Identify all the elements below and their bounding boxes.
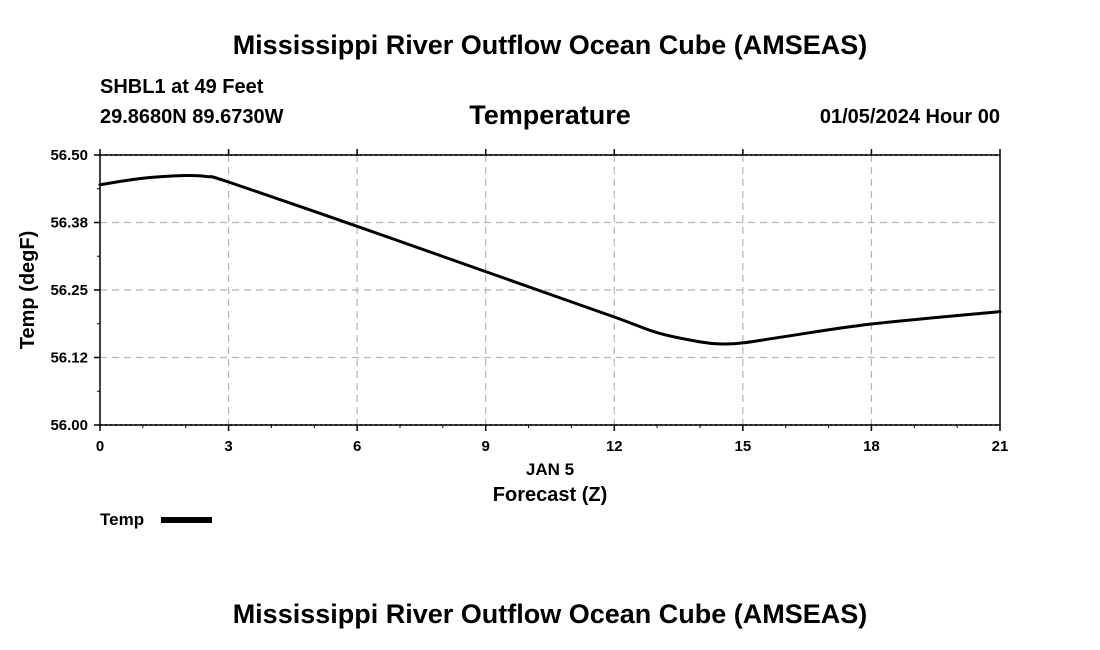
x-tick-label: 9 bbox=[482, 438, 490, 455]
legend-label: Temp bbox=[100, 510, 144, 529]
ticks-layer bbox=[94, 149, 1001, 431]
y-tick-label: 56.50 bbox=[50, 147, 88, 164]
footer-title: Mississippi River Outflow Ocean Cube (AM… bbox=[232, 599, 868, 629]
y-tick-label: 56.38 bbox=[50, 215, 88, 232]
grid-layer bbox=[100, 154, 1000, 426]
station-coordinates: 29.8680N 89.6730W bbox=[100, 106, 284, 128]
x-tick-label: 0 bbox=[96, 438, 104, 455]
x-tick-label: 6 bbox=[353, 438, 361, 455]
y-axis-label: Temp (degF) bbox=[17, 231, 39, 350]
variable-title: Temperature bbox=[469, 100, 631, 130]
y-tick-label: 56.00 bbox=[50, 417, 88, 434]
station-label: SHBL1 at 49 Feet bbox=[100, 76, 264, 98]
x-tick-label: 3 bbox=[224, 438, 232, 455]
chart-title: Mississippi River Outflow Ocean Cube (AM… bbox=[232, 30, 868, 60]
y-tick-label: 56.25 bbox=[50, 282, 88, 299]
x-axis-label: Forecast (Z) bbox=[493, 484, 607, 506]
x-axis-date-label: JAN 5 bbox=[526, 460, 574, 479]
labels-layer: 0 3 6 9 12 15 18 21 56.00 56.12 56.25 56.38 56.50 bbox=[50, 147, 1008, 455]
x-tick-label: 12 bbox=[606, 438, 623, 455]
x-tick-label: 15 bbox=[735, 438, 752, 455]
x-tick-label: 21 bbox=[992, 438, 1009, 455]
temp-series-line bbox=[98, 173, 1002, 346]
x-tick-label: 18 bbox=[863, 438, 880, 455]
forecast-datetime: 01/05/2024 Hour 00 bbox=[819, 106, 1000, 128]
y-tick-label: 56.12 bbox=[50, 350, 88, 367]
